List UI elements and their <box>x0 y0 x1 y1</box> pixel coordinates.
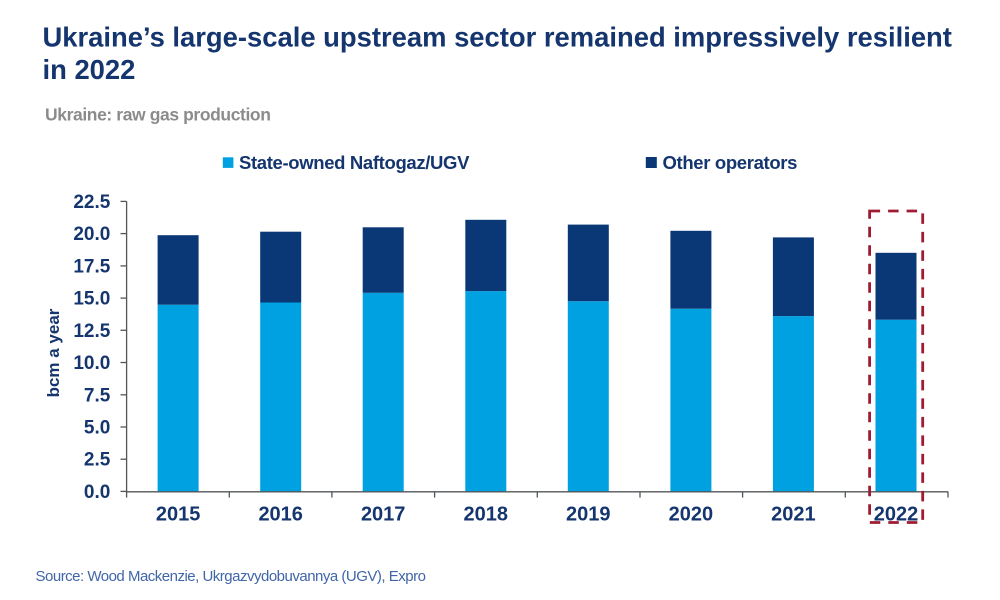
svg-text:7.5: 7.5 <box>84 385 111 406</box>
svg-text:bcm a year: bcm a year <box>44 308 63 397</box>
svg-text:Other operators: Other operators <box>663 152 798 173</box>
svg-text:2015: 2015 <box>156 504 201 526</box>
svg-text:20.0: 20.0 <box>73 224 110 245</box>
svg-text:2019: 2019 <box>566 504 611 526</box>
svg-text:2022: 2022 <box>874 504 919 526</box>
svg-text:in 2022: in 2022 <box>43 54 136 85</box>
svg-text:Ukraine’s large-scale upstream: Ukraine’s large-scale upstream sector re… <box>43 21 952 52</box>
svg-text:Source: Wood Mackenzie, Ukrgaz: Source: Wood Mackenzie, Ukrgazvydobuvann… <box>36 568 426 585</box>
svg-text:2018: 2018 <box>464 504 509 526</box>
svg-text:2016: 2016 <box>258 504 303 526</box>
svg-text:5.0: 5.0 <box>84 418 110 439</box>
svg-text:2017: 2017 <box>361 504 406 526</box>
svg-text:12.5: 12.5 <box>73 321 110 342</box>
svg-text:15.0: 15.0 <box>73 289 110 310</box>
svg-text:22.5: 22.5 <box>73 192 110 213</box>
svg-text:State-owned Naftogaz/UGV: State-owned Naftogaz/UGV <box>239 152 470 173</box>
svg-text:10.0: 10.0 <box>73 353 110 374</box>
svg-text:Ukraine: raw gas production: Ukraine: raw gas production <box>45 105 271 125</box>
svg-text:2020: 2020 <box>669 504 714 526</box>
svg-text:17.5: 17.5 <box>73 256 110 277</box>
svg-text:2021: 2021 <box>771 504 816 526</box>
svg-text:2.5: 2.5 <box>84 450 111 471</box>
svg-text:0.0: 0.0 <box>84 482 110 503</box>
